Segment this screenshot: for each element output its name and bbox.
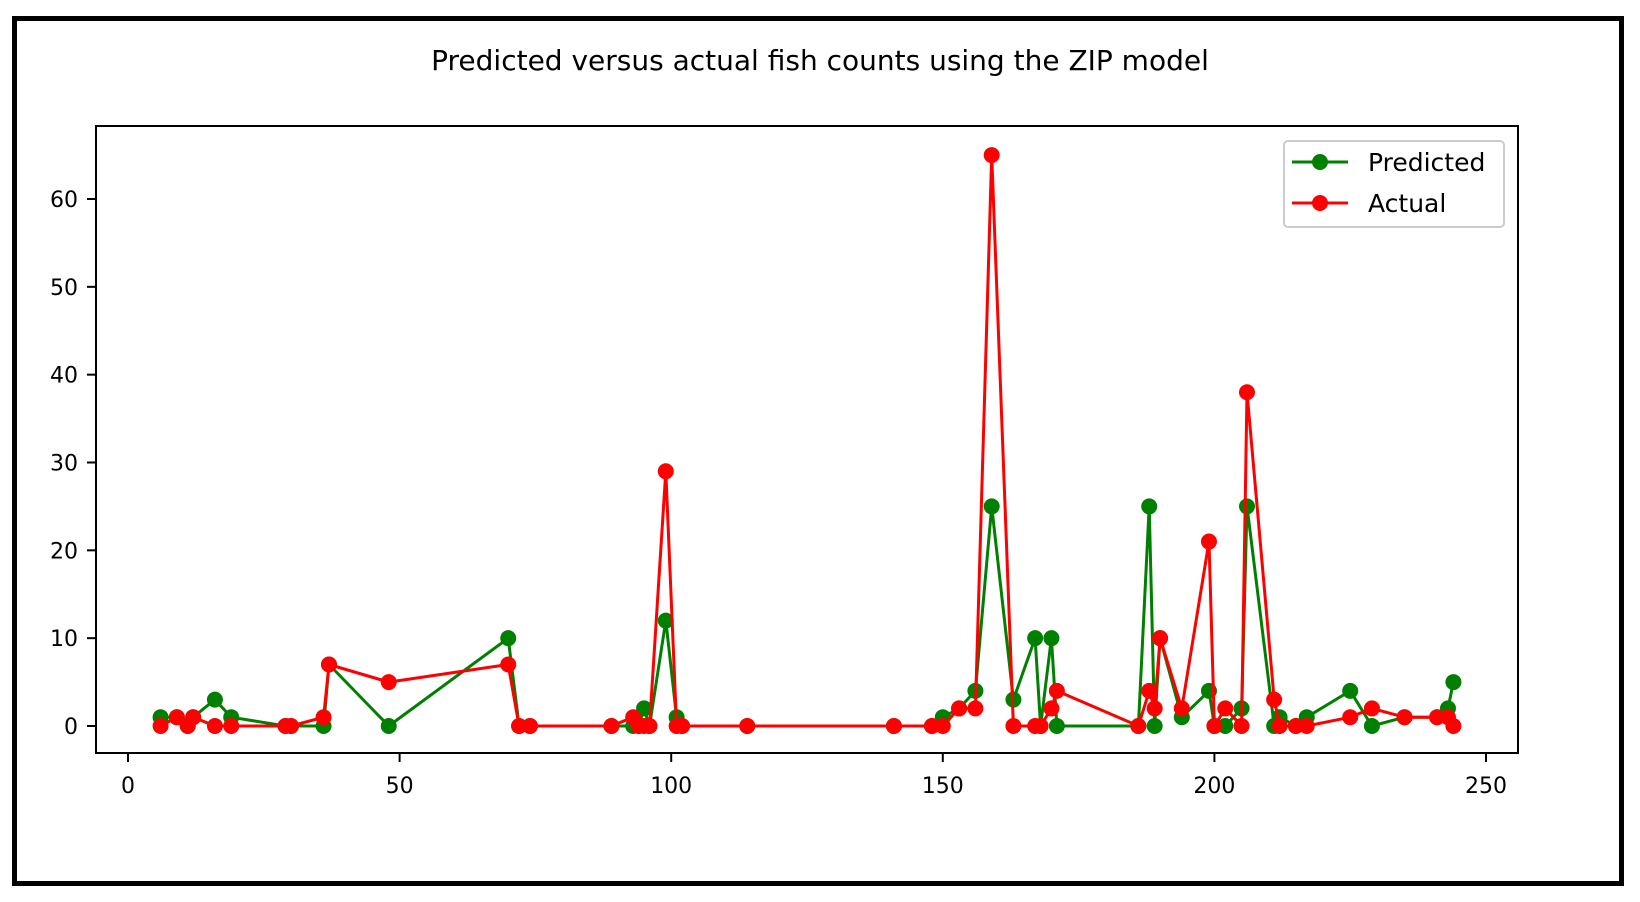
data-point: [315, 709, 332, 726]
data-point: [1342, 682, 1359, 699]
data-point: [500, 656, 517, 673]
data-point: [1141, 498, 1158, 515]
data-point: [1363, 700, 1380, 717]
data-point: [1396, 709, 1413, 726]
data-point: [1233, 718, 1250, 734]
legend-marker-predicted: [1312, 154, 1328, 170]
data-point: [206, 691, 223, 708]
data-point: [951, 700, 968, 717]
data-point: [1146, 718, 1163, 734]
data-point: [380, 674, 397, 691]
series-layer: [152, 147, 1462, 734]
data-point: [1043, 700, 1060, 717]
x-tick-label: 200: [1193, 774, 1235, 799]
y-tick-label: 40: [50, 364, 78, 389]
data-point: [967, 700, 984, 717]
y-tick-label: 10: [50, 627, 78, 652]
series-actual: [152, 147, 1462, 734]
data-point: [223, 718, 240, 734]
data-point: [1005, 718, 1022, 734]
data-point: [1200, 533, 1217, 550]
data-point: [983, 147, 1000, 164]
legend-marker-actual: [1312, 195, 1328, 211]
y-tick-label: 20: [50, 539, 78, 564]
data-point: [885, 718, 902, 734]
data-point: [1032, 718, 1049, 734]
data-point: [380, 718, 397, 734]
data-point: [1342, 709, 1359, 726]
legend: Predicted Actual: [1283, 140, 1505, 228]
data-point: [1130, 718, 1147, 734]
y-tick-label: 0: [64, 715, 78, 740]
y-axis: 0 10 20 30 40 50 60: [50, 188, 96, 740]
x-tick-label: 250: [1465, 774, 1507, 799]
data-point: [282, 718, 299, 734]
axes-box: [95, 125, 1519, 754]
data-point: [152, 718, 169, 734]
data-point: [1206, 718, 1223, 734]
data-point: [983, 498, 1000, 515]
data-point: [1048, 682, 1065, 699]
y-tick-label: 60: [50, 188, 78, 213]
data-point: [1445, 674, 1462, 691]
data-point: [636, 700, 653, 717]
data-point: [674, 718, 691, 734]
data-point: [185, 709, 202, 726]
x-tick-label: 0: [121, 774, 135, 799]
data-point: [1217, 700, 1234, 717]
data-point: [168, 709, 185, 726]
data-point: [739, 718, 756, 734]
data-point: [657, 612, 674, 629]
y-tick-label: 30: [50, 452, 78, 477]
legend-label-actual: Actual: [1368, 189, 1446, 218]
data-point: [1152, 630, 1169, 647]
data-point: [1238, 498, 1255, 515]
data-point: [1445, 718, 1462, 734]
chart-title: Predicted versus actual fish counts usin…: [431, 44, 1209, 77]
data-point: [320, 656, 337, 673]
x-axis: 0 50 100 150 200 250: [121, 753, 1507, 799]
data-point: [1146, 700, 1163, 717]
data-point: [1238, 384, 1255, 401]
x-tick-label: 50: [386, 774, 414, 799]
data-point: [500, 630, 517, 647]
y-tick-label: 50: [50, 276, 78, 301]
data-point: [1271, 718, 1288, 734]
data-point: [1027, 630, 1044, 647]
data-point: [1141, 682, 1158, 699]
data-point: [1043, 630, 1060, 647]
legend-label-predicted: Predicted: [1368, 148, 1485, 177]
data-point: [206, 718, 223, 734]
data-point: [641, 718, 658, 734]
data-point: [1266, 691, 1283, 708]
x-tick-label: 150: [922, 774, 964, 799]
data-point: [1048, 718, 1065, 734]
x-tick-label: 100: [650, 774, 692, 799]
data-point: [1363, 718, 1380, 734]
data-point: [657, 463, 674, 480]
data-point: [1173, 700, 1190, 717]
data-point: [603, 718, 620, 734]
data-point: [1298, 718, 1315, 734]
data-point: [521, 718, 538, 734]
data-point: [934, 718, 951, 734]
